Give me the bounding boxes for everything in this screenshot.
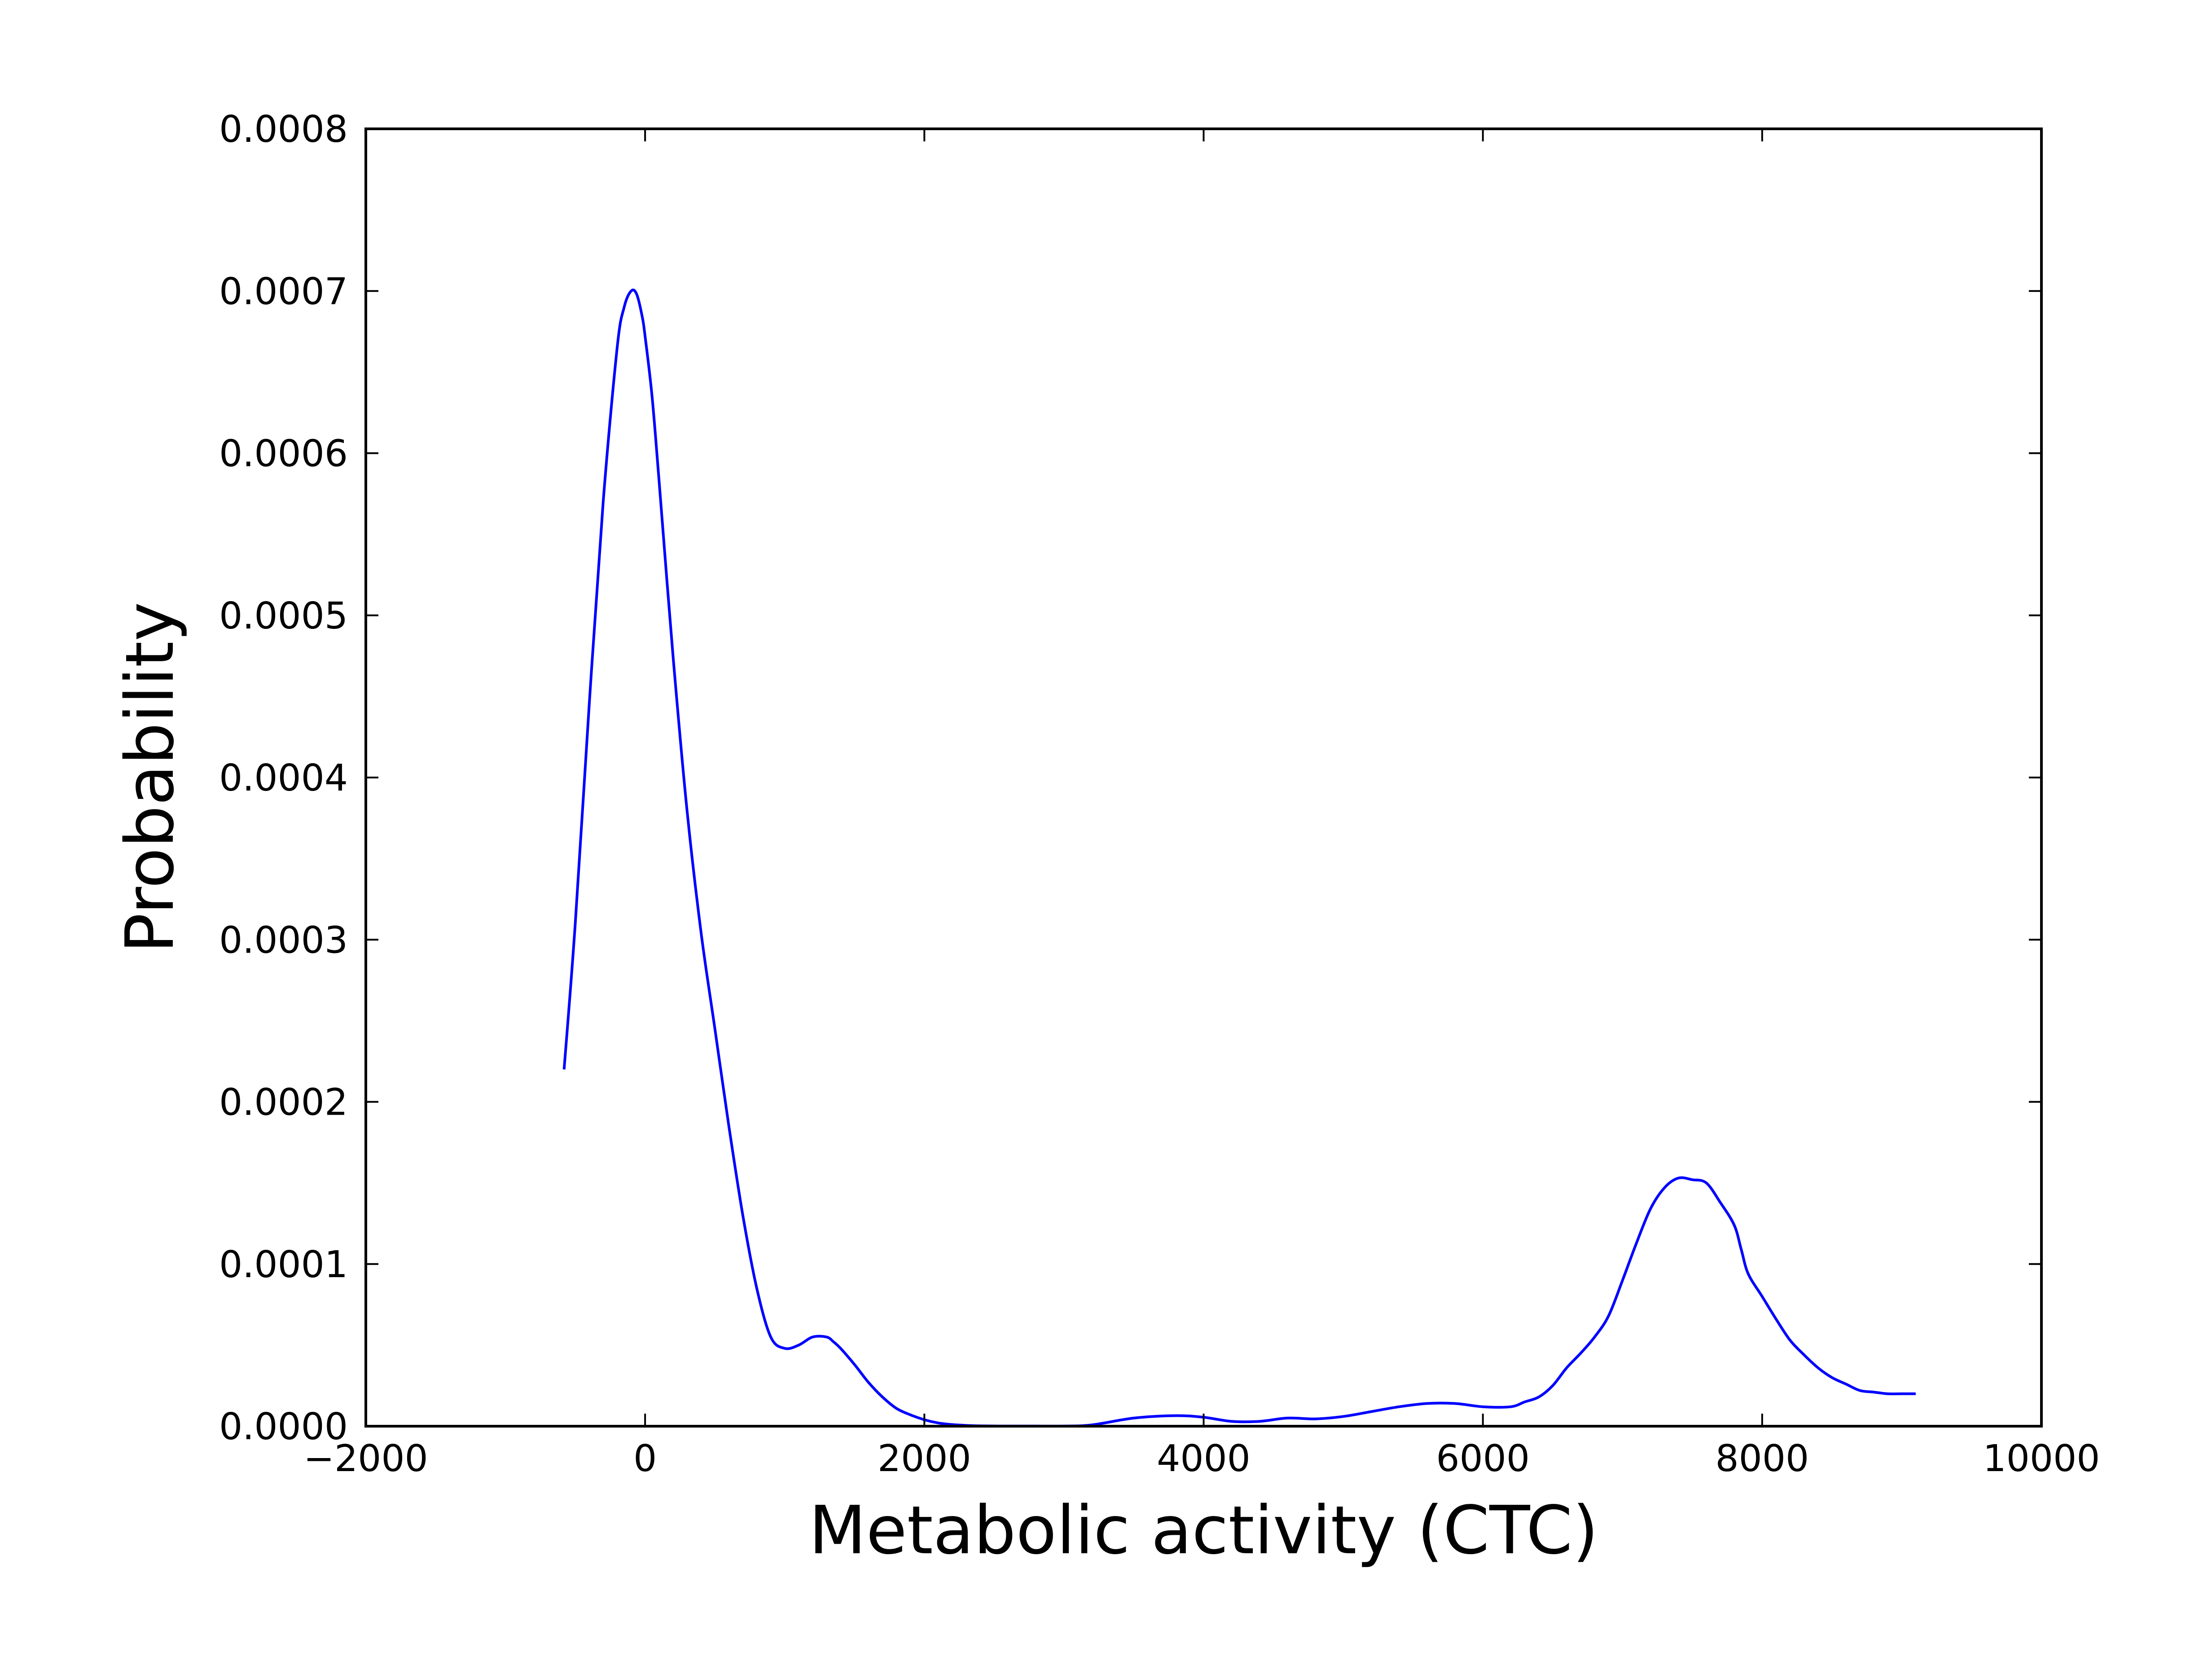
- x-tick-label: 2000: [878, 1437, 971, 1480]
- y-tick-label: 0.0007: [219, 270, 348, 313]
- tick-label-layer: −2000 0 2000 4000 6000 8000 10000 0.0000 0.0001 0…: [219, 108, 2100, 1480]
- y-tick-label: 0.0005: [219, 595, 348, 637]
- x-tick-label: 10000: [1983, 1437, 2100, 1480]
- y-tick-label: 0.0001: [219, 1243, 348, 1286]
- x-tick-label: 0: [633, 1437, 657, 1480]
- y-tick-label: 0.0006: [219, 433, 348, 475]
- y-tick-label: 0.0002: [219, 1081, 348, 1124]
- x-axis-label: Metabolic activity (CTC): [809, 1492, 1598, 1569]
- x-tick-label: −2000: [303, 1437, 428, 1480]
- y-tick-label: 0.0000: [219, 1406, 348, 1448]
- y-axis-label: Probability: [111, 602, 189, 953]
- x-tick-label: 6000: [1436, 1437, 1530, 1480]
- y-tick-label: 0.0004: [219, 757, 348, 800]
- x-tick-label: 4000: [1157, 1437, 1251, 1480]
- y-tick-label: 0.0003: [219, 919, 348, 962]
- tick-layer: [365, 128, 2042, 1427]
- y-tick-label: 0.0008: [219, 108, 348, 151]
- x-tick-label: 8000: [1715, 1437, 1809, 1480]
